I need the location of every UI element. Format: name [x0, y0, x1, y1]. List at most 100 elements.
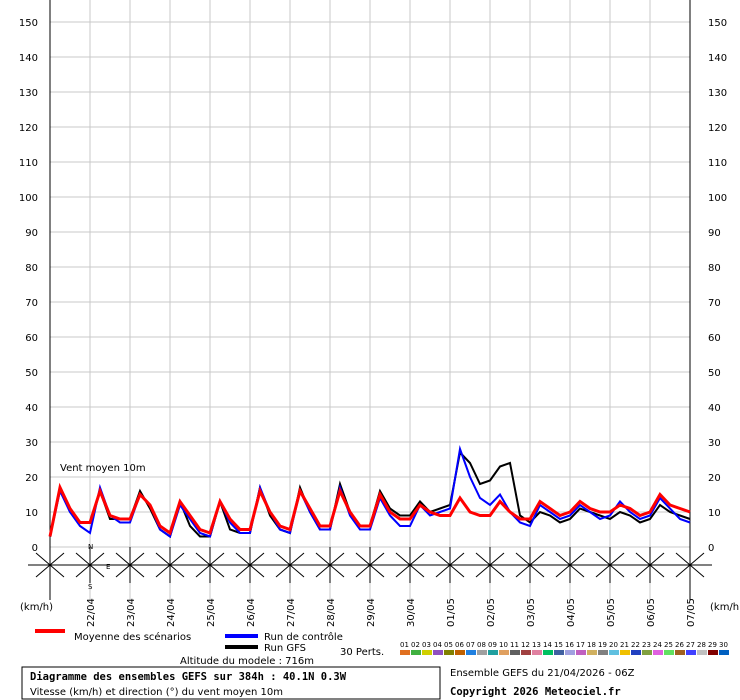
y-tick-label: 60	[25, 333, 38, 344]
perturbation-swatch	[477, 650, 487, 655]
perturbation-name: 02	[411, 641, 420, 649]
perturbation-swatch	[466, 650, 476, 655]
perturbation-name: 28	[697, 641, 706, 649]
y-tick-label: 90	[25, 228, 38, 239]
perturbation-name: 12	[521, 641, 530, 649]
y-tick-label: 140	[19, 53, 38, 64]
perturbation-swatch	[543, 650, 553, 655]
perturbation-name: 13	[532, 641, 541, 649]
y-tick-label-right: 130	[708, 88, 727, 99]
perturbation-swatch	[422, 650, 432, 655]
rose-axis	[115, 552, 145, 578]
x-tick-label: 28/04	[326, 598, 337, 627]
perturbation-name: 15	[554, 641, 563, 649]
x-tick-label: 03/05	[526, 598, 537, 627]
annotation: Vent moyen 10m	[60, 463, 146, 474]
x-tick-label: 30/04	[406, 598, 417, 627]
x-tick-label: 24/04	[166, 598, 177, 627]
perturbation-name: 21	[620, 641, 629, 649]
perturbation-name: 03	[422, 641, 431, 649]
x-tick-label: 23/04	[126, 598, 137, 627]
perturbation-swatch	[554, 650, 564, 655]
perturbation-name: 22	[631, 641, 640, 649]
perturbation-name: 05	[444, 641, 453, 649]
perturbation-swatch	[686, 650, 696, 655]
rose-axis	[635, 552, 665, 578]
perturbation-name: 20	[609, 641, 618, 649]
y-tick-label: 100	[19, 193, 38, 204]
rose-axis	[35, 552, 65, 578]
perturbation-swatch	[664, 650, 674, 655]
perturbation-name: 16	[565, 641, 574, 649]
y-tick-label-right: 30	[708, 438, 721, 449]
x-tick-label: 26/04	[246, 598, 257, 627]
y-tick-label: 10	[25, 508, 38, 519]
copyright: Copyright 2026 Meteociel.fr	[450, 686, 621, 698]
rose-axis	[515, 552, 545, 578]
y-tick-label-right: 60	[708, 333, 721, 344]
y-tick-label: 120	[19, 123, 38, 134]
rose-axis	[555, 552, 585, 578]
x-tick-label: 27/04	[286, 598, 297, 627]
perturbation-name: 19	[598, 641, 607, 649]
perturbation-name: 07	[466, 641, 475, 649]
perturbation-name: 08	[477, 641, 486, 649]
chart-title: Diagramme des ensembles GEFS sur 384h : …	[30, 671, 347, 683]
x-tick-label: 22/04	[86, 598, 97, 627]
perturbation-name: 29	[708, 641, 717, 649]
perturbation-name: 23	[642, 641, 651, 649]
x-tick-label: 01/05	[446, 598, 457, 627]
rose-axis	[475, 552, 505, 578]
perturbation-swatch	[708, 650, 718, 655]
rose-label: E	[106, 563, 110, 571]
perturbation-swatch	[697, 650, 707, 655]
y-tick-label: 20	[25, 473, 38, 484]
y-tick-label-right: 70	[708, 298, 721, 309]
altitude: Altitude du modele : 716m	[180, 656, 314, 667]
rose-label: S	[88, 583, 93, 591]
y-tick-label: 130	[19, 88, 38, 99]
rose-axis	[315, 552, 345, 578]
y-unit-left: (km/h)	[20, 602, 53, 613]
y-tick-label: 150	[19, 18, 38, 29]
rose-axis	[155, 552, 185, 578]
perturbation-name: 09	[488, 641, 497, 649]
y-tick-label: 110	[19, 158, 38, 169]
perturbation-swatch	[400, 650, 410, 655]
wind-roses	[28, 547, 712, 583]
x-tick-label: 29/04	[366, 598, 377, 627]
y-tick-label-right: 90	[708, 228, 721, 239]
perturbation-swatch	[433, 650, 443, 655]
perturbation-swatch	[587, 650, 597, 655]
rose-axis	[675, 552, 705, 578]
perturbation-swatch	[631, 650, 641, 655]
y-tick-label: 50	[25, 368, 38, 379]
rose-axis	[355, 552, 385, 578]
y-tick-label: 80	[25, 263, 38, 274]
rose-axis	[275, 552, 305, 578]
perturbation-swatch	[532, 650, 542, 655]
perturbation-name: 26	[675, 641, 684, 649]
perturbation-name: 30	[719, 641, 728, 649]
title-box	[21, 666, 441, 700]
y-tick-label: 70	[25, 298, 38, 309]
legend-label: Run de contrôle	[264, 631, 343, 643]
perturbation-swatch	[675, 650, 685, 655]
y-tick-label-right: 150	[708, 18, 727, 29]
perturbation-name: 04	[433, 641, 442, 649]
y-tick-label-right: 140	[708, 53, 727, 64]
x-tick-label: 04/05	[566, 598, 577, 627]
rose-axis	[195, 552, 225, 578]
perturbation-swatch	[642, 650, 652, 655]
perturbation-name: 18	[587, 641, 596, 649]
y-tick-label-right: 120	[708, 123, 727, 134]
perturbation-swatch	[576, 650, 586, 655]
perturbation-name: 24	[653, 641, 662, 649]
rose-axis	[395, 552, 425, 578]
perturbation-name: 11	[510, 641, 519, 649]
series-line	[48, 482, 691, 537]
rose-axis	[435, 552, 465, 578]
chart-subtitle: Vitesse (km/h) et direction (°) du vent …	[30, 687, 283, 698]
perturbation-swatch	[521, 650, 531, 655]
x-tick-label: 06/05	[646, 598, 657, 627]
